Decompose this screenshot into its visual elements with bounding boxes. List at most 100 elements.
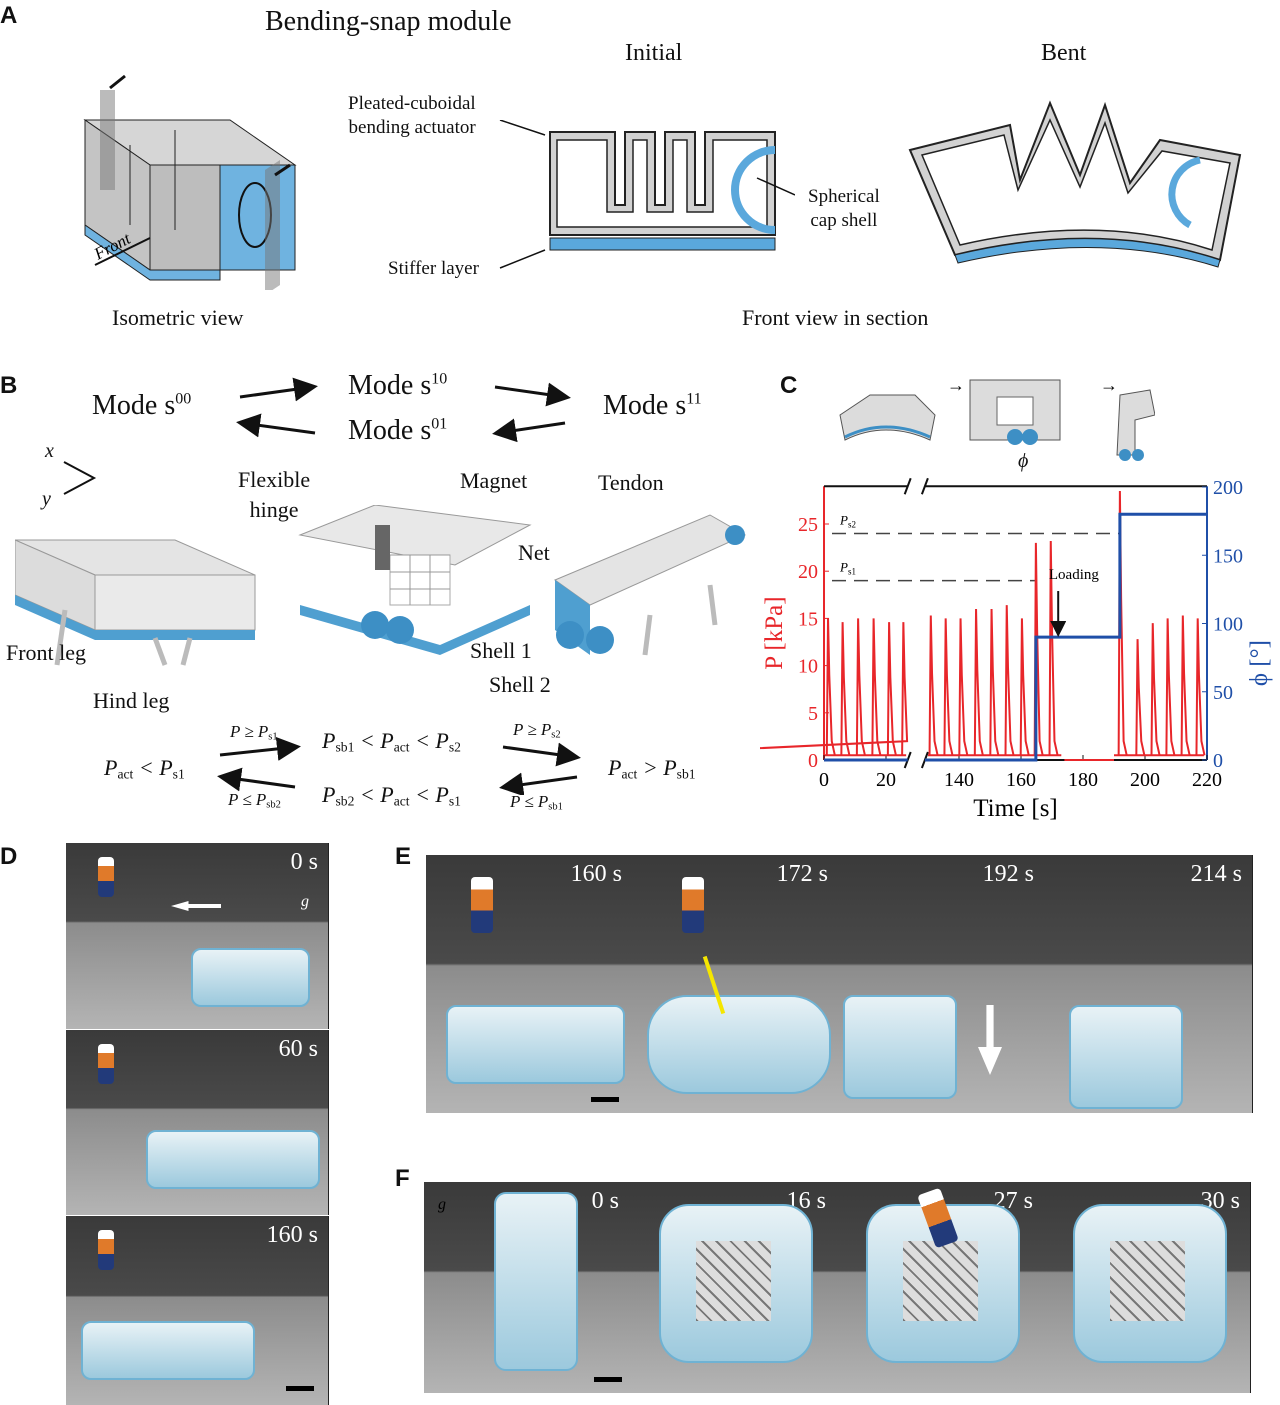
shell2-label: Shell 2 xyxy=(489,672,551,697)
timestamp-label: 192 s xyxy=(982,861,1034,887)
x-tick-label: 160 xyxy=(1006,769,1036,791)
threshold-label: Ps2 xyxy=(839,512,856,529)
photo-frame: 16 s xyxy=(629,1182,837,1393)
eq-right: Pact > Psb1 xyxy=(608,755,696,782)
x-tick-label: 0 xyxy=(819,769,829,791)
svg-text:→: → xyxy=(947,375,965,395)
pressure-peak xyxy=(760,622,909,756)
timestamp-label: 172 s xyxy=(776,861,828,887)
panel-a-title: Bending-snap module xyxy=(265,6,512,37)
timestamp-label: 160 s xyxy=(266,1222,318,1248)
x-axis-title: Time [s] xyxy=(973,795,1058,822)
axis-y-label: y xyxy=(42,488,51,510)
robot-mode-s10-drawing xyxy=(298,505,532,655)
robot-mode-s00-drawing xyxy=(15,539,256,666)
timestamp-label: 0 s xyxy=(290,849,318,875)
pressure-peak xyxy=(1195,618,1206,756)
soft-robot xyxy=(1073,1204,1227,1363)
y2-tick-label: 150 xyxy=(1213,545,1243,567)
soft-robot xyxy=(647,995,831,1094)
arrow-label-ps2: P ≥ Ps2 xyxy=(513,720,561,741)
y2-tick-label: 0 xyxy=(1213,750,1223,772)
scale-bar xyxy=(591,1097,619,1102)
pressure-peak xyxy=(1150,623,1161,756)
lego-figure xyxy=(98,857,114,897)
pressure-peak xyxy=(973,608,984,756)
axis-break-mark xyxy=(903,477,912,495)
y-tick-label: 20 xyxy=(798,561,818,583)
mode-s01: Mode s01 xyxy=(348,415,448,446)
front-view-caption: Front view in section xyxy=(742,305,929,330)
gravity-label: g xyxy=(438,1196,446,1213)
xy-axes-icon xyxy=(63,461,97,495)
pressure-angle-chart: 0 20 140 160 180 200 2200510152025050100150200… xyxy=(760,477,1273,822)
panel-c-label: C xyxy=(780,372,798,399)
tendon-label: Tendon xyxy=(598,470,664,495)
eq-mid-bottom: Psb2 < Pact < Ps1 xyxy=(322,782,461,809)
soft-robot xyxy=(494,1192,578,1371)
arrow-s01-to-s00 xyxy=(236,413,316,438)
arrow-label-ps1: P ≥ Ps1 xyxy=(230,722,278,743)
photo-frame: 192 s xyxy=(838,855,1045,1113)
photo-frame: 172 sg xyxy=(632,855,839,1113)
svg-text:→: → xyxy=(1100,375,1118,395)
initial-section-drawing xyxy=(499,120,795,269)
y2-tick-label: 200 xyxy=(1213,477,1243,499)
y-tick-label: 0 xyxy=(808,750,818,772)
mode-s00: Mode s00 xyxy=(92,390,192,421)
pressure-peak xyxy=(871,618,882,756)
pressure-peak xyxy=(928,615,939,756)
x-tick-label: 180 xyxy=(1068,769,1098,791)
phi-symbol: ϕ xyxy=(1018,450,1029,472)
photo-frame: 0 s g xyxy=(424,1182,630,1393)
panel-b-label: B xyxy=(0,372,18,399)
y-tick-label: 10 xyxy=(798,656,818,678)
panel-f-label: F xyxy=(395,1165,410,1192)
axis-break-mark xyxy=(903,751,912,769)
soft-robot xyxy=(843,995,957,1099)
soft-robot xyxy=(1069,1005,1183,1109)
photo-frame: 160 s xyxy=(426,855,633,1113)
net xyxy=(1110,1241,1185,1321)
phi-series-line xyxy=(824,512,1207,762)
shell-label: Spherical cap shell xyxy=(808,186,880,231)
x-tick-label: 140 xyxy=(944,769,974,791)
timestamp-label: 214 s xyxy=(1190,861,1242,887)
soft-robot xyxy=(191,948,310,1007)
soft-robot xyxy=(659,1204,813,1363)
y-tick-label: 5 xyxy=(808,703,818,725)
soft-robot xyxy=(146,1130,320,1189)
eq-mid-top: Psb1 < Pact < Ps2 xyxy=(322,728,461,755)
robot-icon-folded xyxy=(1116,389,1155,456)
timestamp-label: 160 s xyxy=(570,861,622,887)
panel-d-label: D xyxy=(0,843,18,870)
robot-mode-s11-drawing xyxy=(553,514,747,656)
isometric-module-drawing: Front xyxy=(83,74,297,290)
net xyxy=(903,1241,978,1321)
robot-transition-icons: → → xyxy=(839,375,1155,461)
panel-a-label: A xyxy=(0,2,18,29)
photo-frame: 160 s xyxy=(66,1216,329,1405)
scale-bar xyxy=(286,1386,314,1391)
lego-figure xyxy=(682,877,704,933)
mode-s10: Mode s10 xyxy=(348,370,448,401)
hind-leg-label: Hind leg xyxy=(93,688,170,713)
y2-tick-label: 50 xyxy=(1213,682,1233,704)
x-tick-label: 220 xyxy=(1192,769,1222,791)
pressure-peak xyxy=(1135,639,1146,756)
pressure-transition-arrows xyxy=(217,736,581,795)
lego-figure xyxy=(98,1230,114,1270)
direction-arrow-icon xyxy=(171,901,221,911)
arrow-label-psb1: P ≤ Psb1 xyxy=(510,792,563,813)
y2-tick-label: 100 xyxy=(1213,614,1243,636)
magnet-label: Magnet xyxy=(460,468,528,493)
arrow-s10-to-s11 xyxy=(494,382,571,407)
bent-section-drawing xyxy=(908,100,1242,268)
soft-robot xyxy=(446,1005,625,1084)
axis-x-label: x xyxy=(45,440,54,462)
photo-frame: 214 s xyxy=(1044,855,1253,1113)
pressure-peak xyxy=(989,608,1000,756)
timestamp-label: 0 s xyxy=(591,1188,619,1214)
y-axis-title: P [kPa] xyxy=(761,596,788,669)
